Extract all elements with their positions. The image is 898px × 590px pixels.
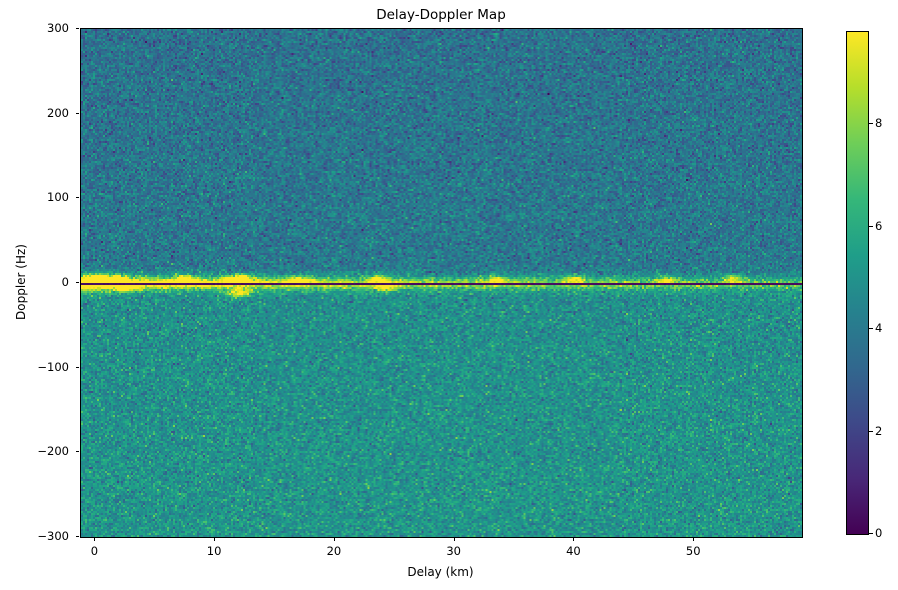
y-axis-label: Doppler (Hz): [14, 244, 28, 320]
colorbar-tick-mark: [869, 225, 873, 227]
y-tick-label: −100: [37, 359, 69, 374]
colorbar-tick-mark: [869, 123, 873, 125]
x-tick-label: 30: [446, 544, 461, 558]
x-tick-mark: [573, 537, 575, 541]
x-tick-label: 0: [90, 544, 99, 558]
y-tick-label: 100: [47, 190, 69, 205]
y-tick-mark: [75, 28, 79, 29]
y-tick-mark: [75, 536, 79, 537]
y-tick-mark: [75, 451, 79, 453]
x-tick-mark: [333, 537, 335, 541]
colorbar-tick-label: 2: [875, 423, 883, 438]
colorbar-tick-mark: [869, 328, 873, 330]
colorbar-gradient: [847, 32, 868, 534]
y-tick-label: −200: [37, 444, 69, 459]
page-title: Delay-Doppler Map: [376, 7, 506, 23]
colorbar-tick-label: 0: [875, 526, 883, 540]
x-tick-label: 20: [326, 544, 342, 558]
y-tick-mark: [75, 366, 79, 368]
delay-doppler-heatmap: [81, 29, 802, 537]
x-tick-label: 50: [685, 544, 701, 558]
y-tick-mark: [75, 197, 79, 199]
colorbar-tick-label: 6: [875, 218, 883, 233]
y-tick-mark: [75, 112, 79, 114]
colorbar-tick-label: 8: [875, 116, 883, 131]
y-tick-label: −300: [37, 529, 69, 543]
x-tick-mark: [214, 537, 216, 541]
x-axis-label: Delay (km): [407, 565, 474, 579]
colorbar-tick-mark: [869, 430, 873, 432]
x-tick-mark: [693, 537, 695, 541]
y-tick-label: 0: [61, 275, 69, 289]
y-tick-label: 300: [47, 21, 69, 35]
x-tick-mark: [453, 537, 455, 541]
colorbar-tick-mark: [869, 533, 873, 534]
x-tick-label: 40: [566, 544, 581, 558]
x-tick-label: 10: [206, 544, 222, 558]
heatmap-plot-area[interactable]: [80, 28, 803, 538]
colorbar-tick-label: 4: [875, 321, 883, 336]
y-tick-label: 200: [47, 105, 69, 120]
y-tick-mark: [75, 282, 79, 283]
x-tick-mark: [94, 537, 96, 541]
colorbar[interactable]: [846, 31, 869, 535]
